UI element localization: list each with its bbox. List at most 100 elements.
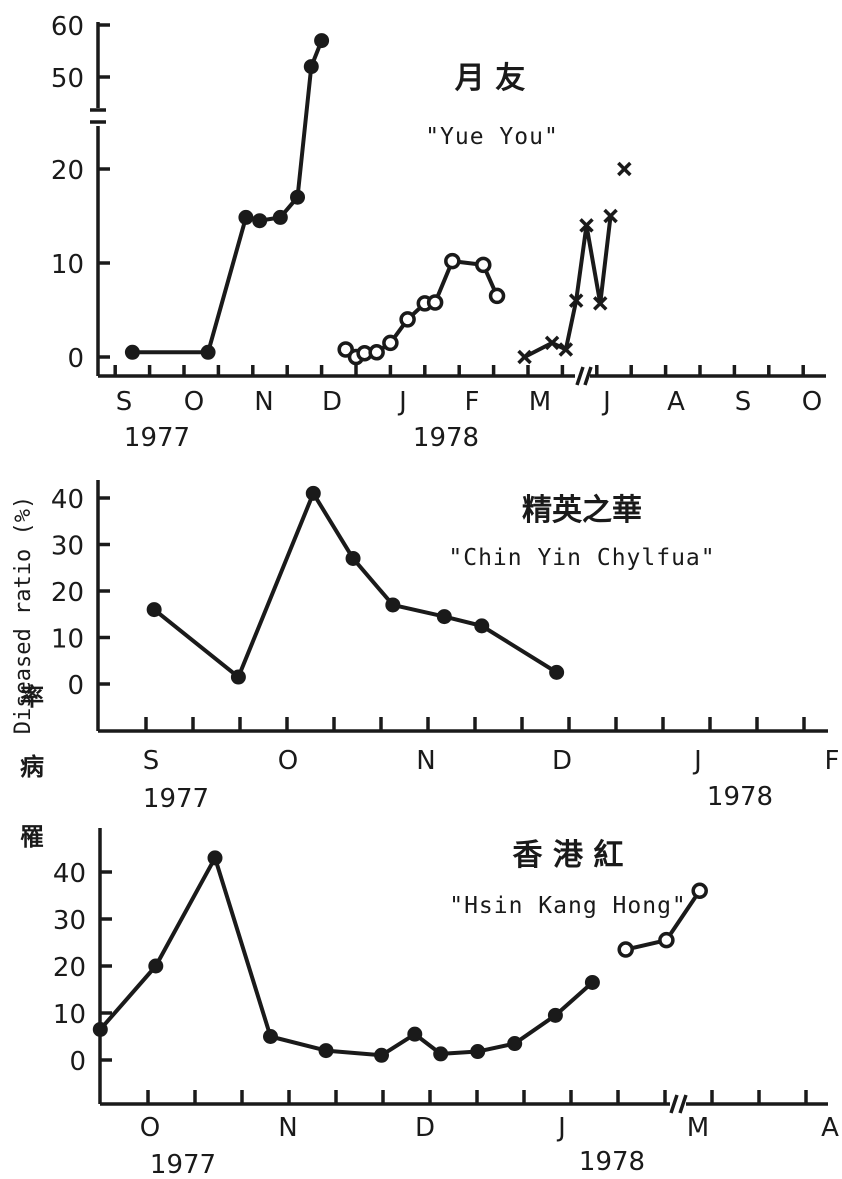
p1-series-2-point-3 [568,293,584,308]
p3-year-0: 1977 [150,1150,216,1179]
p3-series-1-point-1 [658,931,675,949]
p2-series-0-point-6 [474,618,490,634]
p1-series-3-point-0 [617,161,632,177]
p3-month-4: M [687,1113,709,1143]
p3-series-0-point-1 [148,958,164,974]
p3-ytick-label-0: 0 [69,1047,86,1077]
p1-series-1-point-4 [382,334,399,352]
p1-month-3: D [322,387,342,417]
p1-series-1-point-8 [444,252,461,270]
panel2-title: 精英之華 [522,493,642,528]
p2-ytick-label-0: 0 [67,671,84,701]
p3-month-2: D [415,1113,435,1143]
p1-series-2-line [523,215,613,359]
p1-series-2-point-2 [558,342,574,357]
p3-series-0-point-8 [470,1044,486,1060]
p3-series-0-point-4 [318,1043,334,1059]
p3-month-1: N [278,1113,297,1143]
p3-series-0-point-9 [507,1036,523,1052]
p3-series-1-point-0 [617,941,634,958]
p2-ytick-label-3: 30 [51,532,84,562]
p1-ytick-label-3: 50 [51,64,84,94]
p1-series-1-point-9 [475,256,492,274]
p3-ytick-label-2: 20 [53,953,86,983]
p3-xbreak-b [678,1094,688,1114]
p1-series-2-point-5 [593,296,608,311]
p2-ytick-label-4: 40 [51,485,84,515]
p3-xbreak-a [669,1094,679,1114]
p2-month-5: F [825,746,840,776]
p3-ytick-label-3: 30 [53,906,86,936]
p2-series-0-line [152,491,558,680]
p3-series-1-point-2 [691,882,708,900]
p1-xbreak-a [575,366,585,386]
p2-series-0-point-0 [146,602,162,618]
p3-month-3: J [556,1113,566,1143]
p1-series-0-point-0 [124,344,140,360]
p3-ytick-label-4: 40 [53,859,86,889]
p2-month-0: S [143,746,160,776]
y-axis-label-cn-3: 罹 [20,822,44,851]
p1-series-0-point-2 [238,209,254,225]
panel1-subtitle: "Yue You" [425,124,559,150]
p1-year-0: 1977 [124,423,190,453]
panel1-series [124,33,632,366]
p2-series-0-point-3 [345,550,361,566]
p3-series-0-point-6 [407,1026,423,1042]
p1-series-2-point-0 [517,349,532,365]
p1-series-2-point-1 [544,335,560,351]
p1-month-4: J [397,387,407,417]
p2-year-1: 1978 [707,782,773,812]
p3-year-1: 1978 [579,1147,645,1177]
panel3-subtitle: "Hsin Kang Hong" [449,893,687,919]
panel3-title: 香 港 紅 [513,838,624,873]
panel1-title: 月 友 [455,61,525,96]
panel-yue-you: 月 友 "Yue You" 0 10 20 50 60 S O N D J F M J A S O 1977 19… [51,12,826,453]
p1-series-0-point-4 [272,209,288,225]
y-axis-label-cn-1: 率 [20,682,44,711]
y-axis-label: Diseased ratio (%) [11,496,36,734]
y-axis-label-cn-2: 病 [20,752,44,781]
p1-series-2-point-6 [603,208,618,224]
p2-series-0-point-1 [230,669,246,685]
panel3-axes: 0 10 20 30 40 O N D J M A 1977 1978 [53,828,839,1179]
p2-series-0-point-7 [549,664,565,680]
p1-series-2-point-5-b [593,296,608,311]
p1-year-1: 1978 [413,423,479,453]
p3-ytick-label-1: 10 [53,1000,86,1030]
panel2-series [146,485,565,685]
p2-series-0-point-5 [436,609,452,625]
p1-series-3-point-0-b [617,161,632,177]
p1-month-7: J [601,387,611,417]
p1-month-2: N [254,387,273,417]
p1-month-0: S [116,387,133,417]
p1-series-2-point-2-b [558,342,574,357]
p1-ytick-label-4: 60 [51,12,84,42]
p2-year-0: 1977 [143,784,209,814]
p3-series-0-point-5 [374,1047,389,1063]
panel-chin-yin-chylfua: 精英之華 "Chin Yin Chylfua" 0 10 20 30 40 S O N D J F 1… [51,480,840,814]
p1-series-1-point-5 [399,311,416,328]
p1-series-2-point-1-b [544,335,560,351]
p3-series-0-line [98,855,594,1058]
p1-series-0-point-5 [290,189,306,205]
p1-series-0-point-3 [252,213,268,229]
p1-series-2-point-6-b [603,208,618,224]
p2-series-0-point-2 [305,485,321,501]
p1-series-0-line [132,39,324,355]
p1-series-1-point-10 [488,287,506,305]
p1-series-1-point-0 [337,341,354,358]
p1-series-1-point-7 [426,294,444,311]
p2-month-2: N [416,746,435,776]
p3-series-0-point-2 [207,850,223,866]
p3-series-0-point-7 [433,1046,449,1062]
p1-xbreak-b [583,366,593,386]
p1-month-10: O [802,387,822,417]
p3-series-0-point-10 [547,1007,563,1023]
p1-series-2-point-3-b [568,293,584,308]
p2-ytick-label-1: 10 [51,625,84,655]
p3-series-0-point-0 [92,1021,108,1037]
p1-month-5: F [465,387,480,417]
p2-series-0-point-4 [385,597,401,613]
